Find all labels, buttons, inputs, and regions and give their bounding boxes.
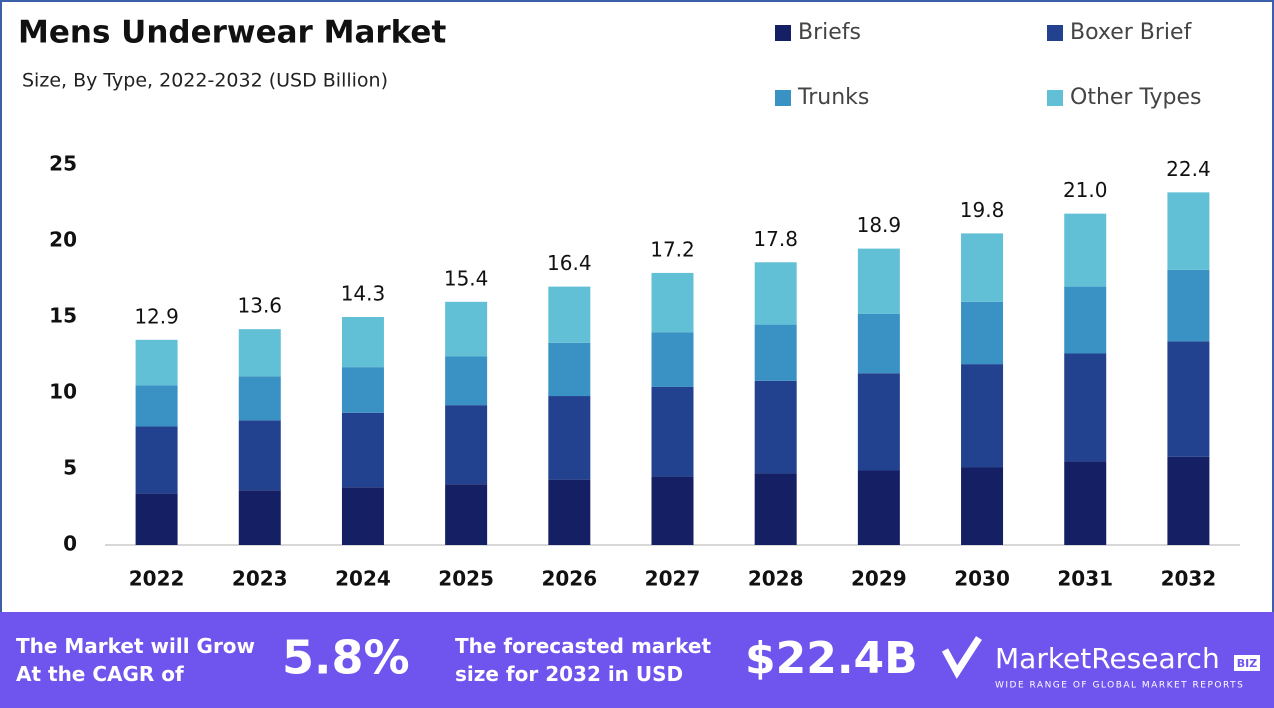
total-label: 17.8 [753,227,798,251]
bar-segment [238,376,281,421]
bar-segment [1064,461,1107,545]
total-label: 21.0 [1063,178,1108,202]
brand-name: MarketResearch [995,642,1220,675]
y-tick-label: 5 [63,456,77,480]
brand-badge: BIZ [1237,657,1257,670]
bar-segment [341,487,384,545]
footer-cagr-value: 5.8% [282,631,410,685]
chart-subtitle: Size, By Type, 2022-2032 (USD Billion) [22,70,388,92]
bar-segment [754,324,797,381]
bar-segment [548,396,591,480]
bar-segment [1064,286,1107,354]
footer-forecast-text: The forecasted market size for 2032 in US… [455,634,711,686]
x-tick-label: 2028 [748,567,804,591]
footer-cagr-text: The Market will Grow At the CAGR of [16,634,255,686]
bar-segment [1064,353,1107,462]
bar-segment [135,385,178,427]
bar-segment [238,329,281,377]
bar-segment [961,233,1004,302]
bar-segment [754,380,797,474]
bar-segment [135,426,178,494]
y-tick-label: 0 [63,532,77,556]
bar-segment [238,420,281,491]
bar-segment [754,473,797,545]
y-tick-label: 20 [49,228,77,252]
total-label: 16.4 [547,251,592,275]
bar-segment [857,313,900,374]
bar-segment [961,364,1004,468]
legend-swatch [1047,25,1063,41]
total-label: 17.2 [650,237,695,261]
bar-segment [857,470,900,545]
x-tick-label: 2030 [954,567,1010,591]
total-label: 15.4 [444,266,489,290]
chart-title: Mens Underwear Market [18,15,446,51]
bar-segment [651,272,694,333]
bar-segment [961,467,1004,545]
x-tick-label: 2032 [1161,567,1217,591]
x-tick-label: 2022 [129,567,185,591]
legend-label: Boxer Brief [1070,20,1193,45]
bar-segment [961,301,1004,365]
bar-segment [1167,192,1210,270]
bar-segment [445,356,488,406]
legend-label: Other Types [1070,85,1201,110]
x-tick-label: 2026 [541,567,597,591]
footer-forecast-value: $22.4B [745,633,918,684]
bar-segment [651,476,694,545]
bar-segment [1167,269,1210,342]
x-tick-label: 2031 [1057,567,1113,591]
footer-bg [0,612,1274,708]
total-label: 18.9 [857,213,902,237]
legend-label: Trunks [797,85,869,110]
brand-tagline: WIDE RANGE OF GLOBAL MARKET REPORTS [995,681,1244,691]
bar-segment [135,493,178,545]
total-label: 12.9 [134,304,179,328]
total-label: 22.4 [1166,157,1211,181]
bar-segment [857,248,900,314]
legend-swatch [775,90,791,106]
legend-swatch [775,25,791,41]
bar-segment [651,332,694,387]
total-label: 19.8 [960,198,1005,222]
total-label: 14.3 [341,282,386,306]
bar-segment [857,373,900,471]
x-tick-label: 2023 [232,567,288,591]
bar-segment [1167,456,1210,545]
bar-segment [548,479,591,545]
bar-segment [651,386,694,477]
bar-segment [341,367,384,413]
bar-segment [754,262,797,325]
bar-segment [341,412,384,488]
bar-segment [1064,213,1107,287]
bar-segment [135,339,178,386]
bar-segment [341,317,384,368]
bar-segment [445,484,488,545]
bar-segment [445,405,488,485]
bar-segment [548,342,591,397]
y-tick-label: 10 [49,380,77,404]
x-tick-label: 2025 [438,567,494,591]
y-tick-label: 25 [49,152,77,176]
x-tick-label: 2029 [851,567,907,591]
brand-badge-bg [1234,655,1260,671]
bar-segment [238,490,281,545]
bar-segment [548,286,591,343]
bar-segment [445,301,488,357]
x-tick-label: 2024 [335,567,391,591]
brand-logo [941,636,982,679]
y-tick-label: 15 [49,304,77,328]
legend-label: Briefs [798,20,861,45]
total-label: 13.6 [238,294,283,318]
x-tick-label: 2027 [645,567,701,591]
legend-swatch [1047,90,1063,106]
bar-segment [1167,341,1210,457]
